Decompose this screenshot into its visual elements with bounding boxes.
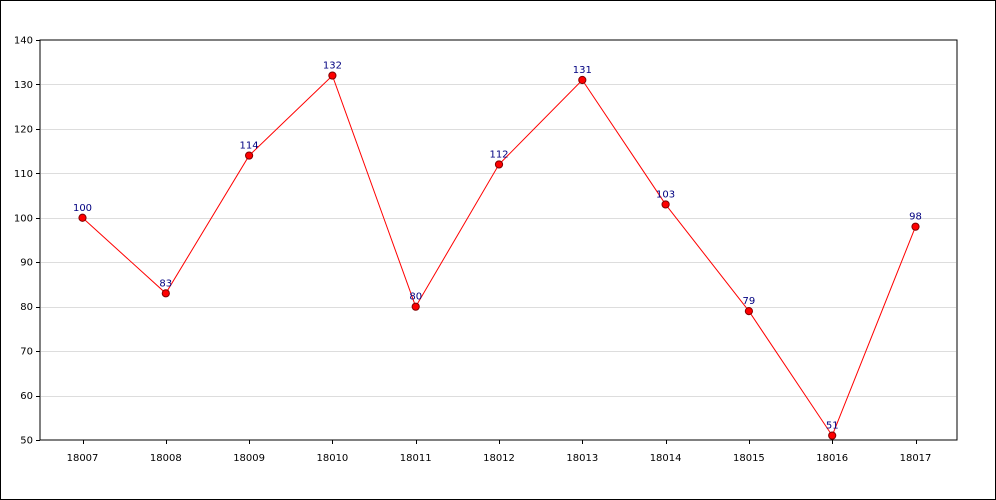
- data-point: [328, 71, 337, 80]
- y-tick-label: 60: [20, 391, 33, 402]
- plot-area: [39, 39, 958, 441]
- data-label: 80: [409, 292, 422, 303]
- data-point: [494, 160, 504, 169]
- data-point: [245, 151, 254, 160]
- x-axis: 18007 18008 18009 18010 18011 18012 18013 18014…: [67, 440, 932, 464]
- data-label: 98: [909, 212, 922, 223]
- data-label: 131: [573, 65, 592, 76]
- data-point: [578, 75, 587, 85]
- data-point: [911, 222, 920, 231]
- y-tick-label: 80: [20, 302, 33, 313]
- y-tick-label: 130: [14, 80, 33, 91]
- y-tick-label: 70: [20, 347, 33, 358]
- y-tick-label: 110: [14, 169, 33, 180]
- x-tick-label: 18017: [900, 453, 932, 464]
- y-tick-label: 140: [14, 36, 33, 47]
- data-label: 114: [240, 141, 259, 152]
- y-axis: 50 60 70 80 90 100 110 120 130 140: [14, 36, 40, 447]
- x-tick-label: 18014: [650, 453, 682, 464]
- data-label: 83: [159, 278, 172, 289]
- data-label: 103: [656, 189, 675, 200]
- series-layer: 100 83 114 132 80 112 131 103 79 51 98: [73, 61, 922, 440]
- data-point: [661, 200, 670, 209]
- x-tick-label: 18010: [316, 453, 348, 464]
- data-point: [744, 307, 754, 316]
- x-tick-label: 18016: [816, 453, 848, 464]
- data-label: 112: [489, 149, 508, 160]
- grid-lines: [41, 84, 956, 397]
- x-tick-label: 18007: [67, 453, 99, 464]
- data-point: [161, 289, 170, 298]
- y-tick-label: 120: [14, 124, 33, 135]
- y-tick-label: 50: [20, 436, 33, 447]
- data-point: [828, 431, 837, 440]
- data-label: 100: [73, 203, 92, 214]
- x-tick-label: 18008: [150, 453, 182, 464]
- x-tick-label: 18009: [233, 453, 265, 464]
- x-tick-label: 18012: [483, 453, 515, 464]
- data-label: 51: [826, 421, 839, 432]
- y-tick-label: 100: [14, 213, 33, 224]
- y-tick-label: 90: [20, 258, 33, 269]
- x-tick-label: 18015: [733, 453, 765, 464]
- x-tick-label: 18013: [566, 453, 598, 464]
- x-tick-label: 18011: [400, 453, 432, 464]
- data-label: 132: [323, 61, 342, 72]
- data-point: [78, 213, 87, 222]
- data-label: 79: [743, 296, 756, 307]
- data-point: [411, 302, 420, 311]
